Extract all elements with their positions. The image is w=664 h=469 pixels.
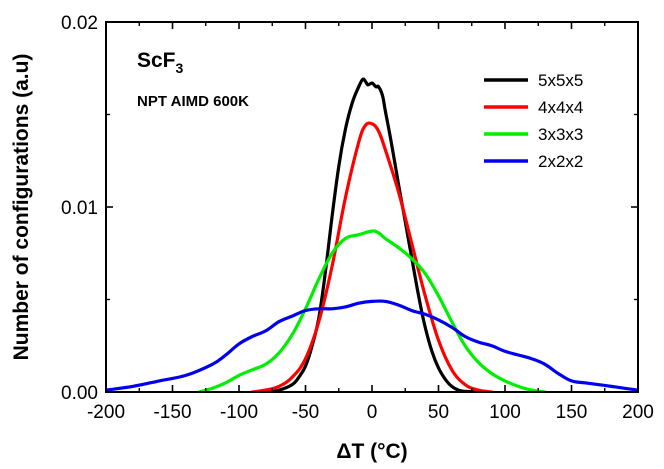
series-layer — [106, 77, 638, 392]
formula-subscript: 3 — [176, 60, 184, 76]
x-tick-label: -100 — [220, 402, 258, 423]
x-tick-label: 0 — [367, 402, 378, 423]
method-annotation: NPT AIMD 600K — [137, 93, 249, 110]
y-tick-label: 0.01 — [61, 198, 98, 219]
series-line-4x4x4 — [250, 121, 494, 392]
x-axis-title: ΔT (°C) — [336, 440, 407, 463]
series-line-3x3x3 — [197, 229, 547, 392]
legend-label-3x3x3: 3x3x3 — [538, 125, 583, 144]
x-tick-label: 100 — [489, 402, 521, 423]
x-tick-label: -200 — [87, 402, 125, 423]
y-tick-label: 0.00 — [61, 383, 98, 404]
series-line-2x2x2 — [106, 299, 638, 392]
y-tick-label: 0.02 — [61, 13, 98, 34]
ticks-layer: -200 -150 -100 -50 0 50 100 150 200 0.00 0.01 0.02 — [61, 13, 654, 423]
legend-label-5x5x5: 5x5x5 — [538, 71, 583, 90]
y-axis-title: Number of configurations (a.u) — [10, 54, 33, 361]
formula-annotation: ScF3 — [137, 49, 184, 76]
x-tick-label: -150 — [153, 402, 191, 423]
x-tick-label: -50 — [292, 402, 319, 423]
legend-label-4x4x4: 4x4x4 — [538, 98, 583, 117]
x-tick-label: 200 — [622, 402, 654, 423]
legend: 5x5x5 4x4x4 3x3x3 2x2x2 — [484, 71, 583, 171]
series-line-5x5x5 — [264, 77, 480, 392]
legend-label-2x2x2: 2x2x2 — [538, 152, 583, 171]
x-tick-label: 50 — [428, 402, 449, 423]
formula-main: ScF — [137, 49, 176, 72]
x-tick-label: 150 — [556, 402, 588, 423]
